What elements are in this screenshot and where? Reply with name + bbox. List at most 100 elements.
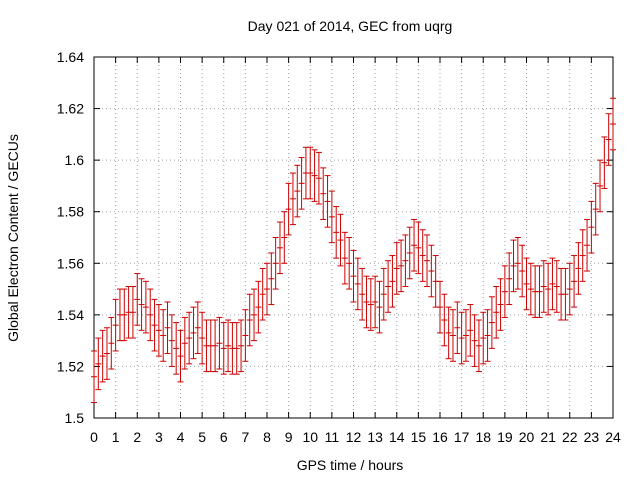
data-point [588, 200, 595, 254]
x-tick-label: 20 [519, 429, 535, 445]
data-point [584, 218, 591, 272]
y-axis-label: Global Electron Content / GECUs [5, 134, 21, 342]
data-point [467, 304, 474, 357]
data-point [151, 298, 158, 352]
data-point [194, 301, 201, 355]
data-point [480, 311, 487, 365]
data-point [186, 311, 193, 365]
data-point [333, 206, 340, 259]
y-tick-label: 1.62 [57, 101, 84, 117]
data-point [346, 237, 353, 290]
data-point [506, 252, 513, 306]
data-point [160, 309, 167, 362]
data-point [320, 167, 327, 220]
data-point [540, 260, 547, 313]
data-point [181, 316, 188, 370]
data-point [497, 278, 504, 331]
data-point [597, 159, 604, 213]
data-point [510, 239, 517, 293]
data-point [155, 304, 162, 357]
data-point [255, 280, 262, 334]
data-point [212, 319, 219, 373]
x-tick-label: 11 [325, 429, 340, 445]
data-point [129, 285, 136, 339]
data-point [246, 293, 253, 347]
axis-ticks [93, 56, 614, 419]
data-point [315, 151, 322, 205]
data-point [341, 231, 348, 285]
data-point [419, 229, 426, 282]
x-tick-label: 9 [285, 429, 293, 445]
data-point [363, 275, 370, 329]
x-tick-label: 15 [411, 429, 427, 445]
data-point [177, 329, 184, 383]
data-point [566, 262, 573, 316]
x-tick-label: 0 [90, 429, 98, 445]
data-point [103, 327, 110, 380]
data-point [238, 319, 245, 373]
data-point [571, 255, 578, 308]
x-tick-label: 22 [562, 429, 578, 445]
data-point [268, 252, 275, 306]
data-point [501, 265, 508, 318]
x-tick-label: 18 [475, 429, 491, 445]
data-point [112, 298, 119, 352]
data-point [411, 218, 418, 272]
data-point [605, 113, 612, 166]
y-tick-label: 1.56 [57, 255, 84, 271]
data-point [285, 182, 292, 236]
chart-title: Day 021 of 2014, GEC from uqrg [248, 18, 453, 34]
data-point [575, 242, 582, 295]
data-point [380, 267, 387, 321]
data-point [99, 329, 106, 383]
y-tick-label: 1.5 [65, 410, 85, 426]
data-point [108, 316, 115, 370]
data-point [424, 234, 431, 287]
data-point [337, 213, 344, 267]
data-point [264, 262, 270, 316]
data-point [527, 262, 534, 316]
y-tick-label: 1.54 [57, 307, 84, 323]
x-tick-label: 8 [263, 429, 271, 445]
data-point [415, 221, 422, 275]
x-tick-label: 2 [133, 429, 141, 445]
data-point [449, 309, 456, 362]
data-point [233, 322, 240, 375]
data-point [475, 319, 482, 373]
data-point [324, 175, 331, 228]
data-point [402, 234, 409, 287]
data-point [523, 257, 530, 311]
data-point [462, 309, 469, 362]
data-point [199, 311, 206, 365]
x-tick-label: 24 [605, 429, 621, 445]
y-tick-label: 1.52 [57, 358, 84, 374]
data-point [359, 267, 366, 321]
data-point [471, 314, 478, 367]
y-tick-labels: 1.5 1.52 1.54 1.56 1.58 1.6 1.62 1.64 [57, 49, 84, 426]
data-point [220, 322, 227, 375]
x-tick-label: 21 [540, 429, 556, 445]
x-tick-label: 16 [432, 429, 448, 445]
data-point [242, 309, 249, 362]
data-point [164, 301, 171, 355]
data-point [350, 249, 357, 303]
x-tick-label: 13 [367, 429, 383, 445]
x-tick-label: 4 [177, 429, 185, 445]
data-point [307, 146, 314, 200]
y-tick-label: 1.64 [57, 49, 84, 65]
data-point [328, 190, 335, 244]
data-point [393, 242, 400, 295]
x-tick-label: 5 [198, 429, 206, 445]
data-point [168, 314, 175, 367]
data-point [592, 182, 599, 236]
y-tick-label: 1.58 [57, 204, 84, 220]
data-point [406, 226, 413, 280]
data-point [281, 211, 288, 264]
data-point [389, 255, 396, 308]
x-tick-labels: 0 1 2 3 4 5 6 7 8 9 10 11 12 13 14 15 16 17 18 19 20 21 22 23 24 [90, 429, 621, 445]
x-tick-label: 3 [155, 429, 163, 445]
data-point [225, 319, 232, 373]
data-point [142, 280, 149, 334]
series-gec [91, 97, 616, 404]
